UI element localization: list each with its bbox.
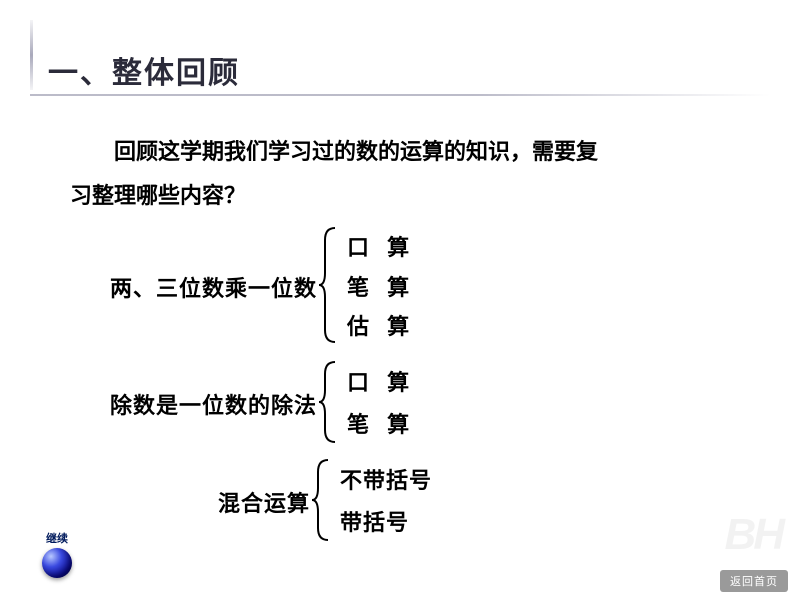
- topic-label: 两、三位数乘一位数: [110, 271, 317, 303]
- topic-group: 混合运算 不带括号带括号: [218, 460, 432, 544]
- continue-label: 继续: [42, 530, 72, 546]
- topic-item: 口 算: [347, 363, 415, 403]
- topic-item: 估 算: [347, 307, 415, 347]
- title-accent-bar: [30, 20, 33, 90]
- topic-item: 笔 算: [347, 268, 415, 308]
- topic-items: 口 算笔 算: [347, 362, 415, 446]
- topic-label: 除数是一位数的除法: [110, 388, 317, 420]
- back-home-button[interactable]: 返回首页: [720, 570, 788, 592]
- title-underline: [30, 94, 770, 96]
- brace-icon: [310, 458, 332, 547]
- topic-items: 口 算笔 算估 算: [347, 228, 415, 346]
- topic-item: 不带括号: [340, 461, 432, 501]
- topic-group: 除数是一位数的除法 口 算笔 算: [110, 362, 415, 446]
- topic-group: 两、三位数乘一位数 口 算笔 算估 算: [110, 228, 415, 346]
- brace-icon: [317, 360, 339, 449]
- page-title: 一、整体回顾: [48, 48, 240, 92]
- topic-item: 带括号: [340, 503, 432, 543]
- continue-button[interactable]: 继续: [42, 530, 72, 578]
- sphere-icon: [42, 548, 72, 578]
- intro-text: 回顾这学期我们学习过的数的运算的知识，需要复 习整理哪些内容？: [70, 130, 740, 218]
- watermark: BH: [724, 510, 782, 560]
- intro-line-1: 回顾这学期我们学习过的数的运算的知识，需要复: [70, 130, 740, 174]
- topic-items: 不带括号带括号: [340, 460, 432, 544]
- topic-item: 口 算: [347, 228, 415, 268]
- topic-label: 混合运算: [218, 486, 310, 518]
- topic-item: 笔 算: [347, 405, 415, 445]
- intro-line-2: 习整理哪些内容？: [70, 174, 740, 218]
- brace-icon: [317, 226, 339, 349]
